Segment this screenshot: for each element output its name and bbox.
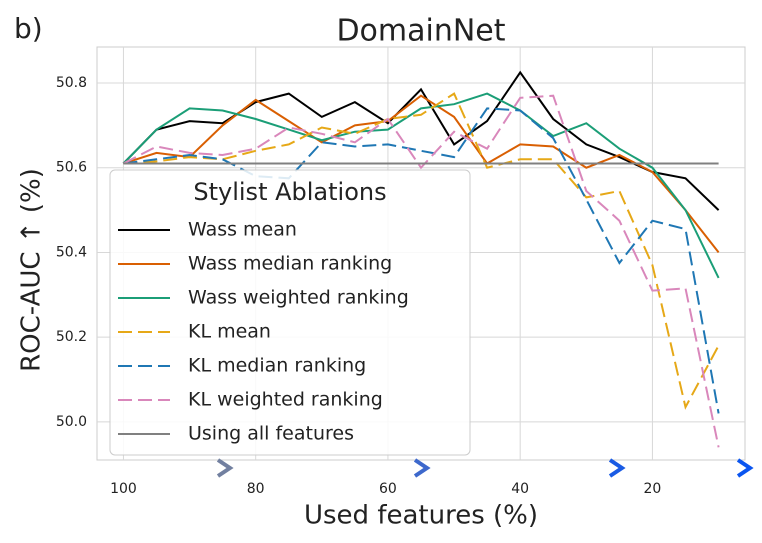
x-tick-label: 100: [110, 481, 137, 497]
y-tick-label: 50.6: [56, 160, 87, 176]
series-line: [122, 92, 720, 279]
panel-label: b): [14, 12, 43, 45]
y-tick-label: 50.0: [56, 414, 87, 430]
legend-label: Using all features: [188, 423, 354, 445]
legend-label: KL median ranking: [188, 355, 366, 377]
legend-box: [109, 169, 471, 456]
legend-label: Wass mean: [188, 219, 297, 241]
x-tick-label: 60: [379, 481, 397, 497]
series-line: [122, 70, 720, 211]
x-tick-label: 20: [644, 481, 662, 497]
x-axis-label: Used features (%): [304, 501, 538, 531]
arrow-band: [97, 458, 754, 478]
y-tick-label: 50.8: [56, 75, 87, 91]
y-axis-label: ROC-AUC ↑ (%): [17, 168, 47, 372]
y-tick-label: 50.4: [56, 244, 87, 260]
legend-title: Stylist Ablations: [193, 178, 386, 206]
legend-label: KL weighted ranking: [188, 389, 383, 411]
y-tick-label: 50.2: [56, 329, 87, 345]
chart-title: DomainNet: [336, 14, 505, 49]
series-line: [123, 92, 720, 410]
legend-label: Wass weighted ranking: [188, 287, 409, 309]
legend-label: Wass median ranking: [188, 253, 392, 275]
series-line: [123, 107, 720, 414]
x-tick-label: 80: [247, 481, 265, 497]
x-tick-label: 40: [511, 481, 529, 497]
legend-label: KL mean: [188, 321, 271, 343]
legend: Stylist Ablations Wass mean Wass median r…: [109, 169, 471, 456]
series-line: [123, 94, 720, 254]
series-line: [122, 94, 720, 448]
